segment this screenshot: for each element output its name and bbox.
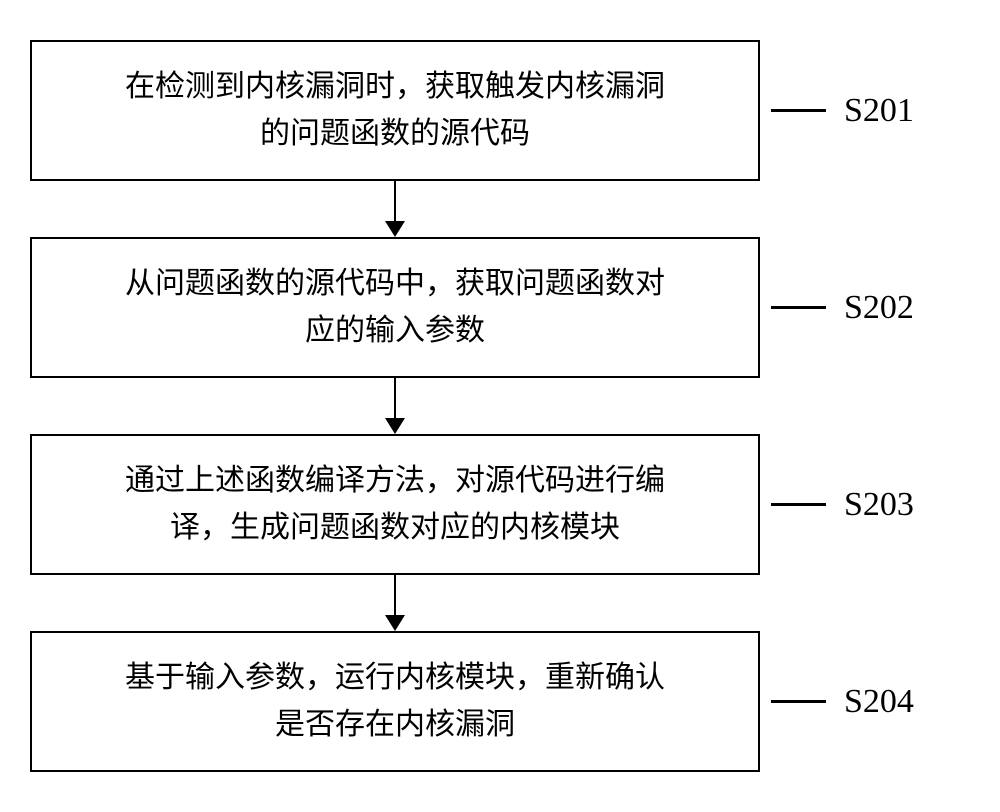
flow-step: 通过上述函数编译方法，对源代码进行编 译，生成问题函数对应的内核模块 S203 <box>30 434 970 575</box>
step-box-s203: 通过上述函数编译方法，对源代码进行编 译，生成问题函数对应的内核模块 <box>30 434 760 575</box>
step-box-s201: 在检测到内核漏洞时，获取触发内核漏洞 的问题函数的源代码 <box>30 40 760 181</box>
arrow-line <box>394 378 397 418</box>
step-text-line2: 应的输入参数 <box>305 314 485 347</box>
step-label: S204 <box>844 683 914 721</box>
step-text-line1: 在检测到内核漏洞时，获取触发内核漏洞 <box>125 70 665 103</box>
arrow-line <box>394 181 397 221</box>
flow-arrow <box>385 575 405 631</box>
step-box-s204: 基于输入参数，运行内核模块，重新确认 是否存在内核漏洞 <box>30 631 760 772</box>
arrow-head-icon <box>385 418 405 434</box>
arrow-head-icon <box>385 615 405 631</box>
connector-tick <box>771 503 826 506</box>
arrow-head-icon <box>385 221 405 237</box>
step-text-line2: 译，生成问题函数对应的内核模块 <box>170 511 620 544</box>
step-label: S202 <box>844 289 914 327</box>
label-connector <box>768 306 828 309</box>
connector-tick <box>771 306 826 309</box>
connector-tick <box>771 700 826 703</box>
step-text-line1: 从问题函数的源代码中，获取问题函数对 <box>125 267 665 300</box>
label-connector <box>768 109 828 112</box>
flow-step: 从问题函数的源代码中，获取问题函数对 应的输入参数 S202 <box>30 237 970 378</box>
label-connector <box>768 503 828 506</box>
flow-step: 在检测到内核漏洞时，获取触发内核漏洞 的问题函数的源代码 S201 <box>30 40 970 181</box>
step-box-s202: 从问题函数的源代码中，获取问题函数对 应的输入参数 <box>30 237 760 378</box>
flow-arrow <box>385 181 405 237</box>
flow-step: 基于输入参数，运行内核模块，重新确认 是否存在内核漏洞 S204 <box>30 631 970 772</box>
step-label: S203 <box>844 486 914 524</box>
flowchart-container: 在检测到内核漏洞时，获取触发内核漏洞 的问题函数的源代码 S201 从问题函数的… <box>30 40 970 772</box>
step-text-line1: 通过上述函数编译方法，对源代码进行编 <box>125 464 665 497</box>
flow-arrow <box>385 378 405 434</box>
arrow-line <box>394 575 397 615</box>
connector-tick <box>771 109 826 112</box>
step-label: S201 <box>844 92 914 130</box>
step-text-line1: 基于输入参数，运行内核模块，重新确认 <box>125 661 665 694</box>
step-text-line2: 的问题函数的源代码 <box>260 117 530 150</box>
label-connector <box>768 700 828 703</box>
step-text-line2: 是否存在内核漏洞 <box>275 708 515 741</box>
